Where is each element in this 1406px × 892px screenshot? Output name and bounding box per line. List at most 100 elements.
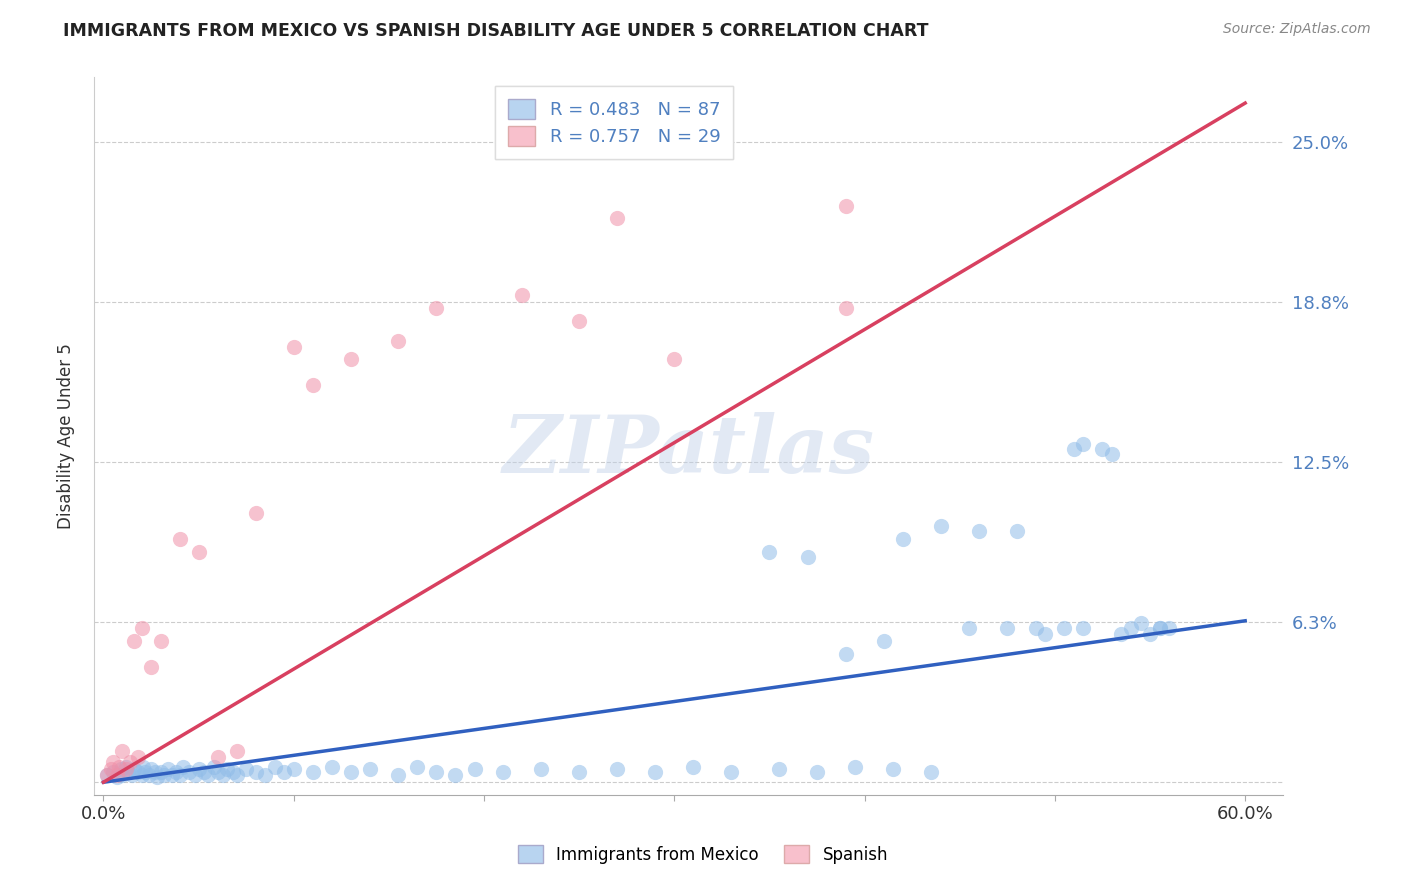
Point — [120, 755, 142, 769]
Point — [463, 763, 485, 777]
Point — [245, 506, 267, 520]
Point — [682, 760, 704, 774]
Point — [131, 767, 153, 781]
Point — [139, 660, 162, 674]
Point — [882, 763, 904, 777]
Point — [834, 647, 856, 661]
Point — [568, 314, 591, 328]
Point — [105, 770, 128, 784]
Point — [169, 532, 191, 546]
Point — [1063, 442, 1085, 456]
Point — [254, 767, 277, 781]
Point — [263, 760, 285, 774]
Point — [1053, 622, 1076, 636]
Point — [340, 352, 363, 367]
Point — [844, 760, 866, 774]
Point — [664, 352, 686, 367]
Point — [340, 764, 363, 779]
Point — [920, 764, 942, 779]
Point — [530, 763, 553, 777]
Point — [96, 767, 118, 781]
Point — [207, 764, 229, 779]
Point — [872, 634, 894, 648]
Point — [222, 764, 245, 779]
Point — [720, 764, 742, 779]
Point — [510, 288, 533, 302]
Point — [606, 763, 628, 777]
Point — [207, 749, 229, 764]
Point — [107, 760, 129, 774]
Point — [225, 767, 247, 781]
Point — [138, 767, 160, 781]
Text: Source: ZipAtlas.com: Source: ZipAtlas.com — [1223, 22, 1371, 37]
Point — [122, 763, 145, 777]
Point — [127, 749, 149, 764]
Point — [425, 764, 447, 779]
Point — [145, 770, 167, 784]
Point — [100, 763, 122, 777]
Point — [359, 763, 381, 777]
Point — [568, 764, 591, 779]
Point — [115, 763, 138, 777]
Point — [225, 744, 247, 758]
Point — [134, 764, 156, 779]
Point — [1005, 524, 1028, 538]
Point — [153, 767, 176, 781]
Point — [177, 764, 200, 779]
Point — [1073, 622, 1095, 636]
Point — [1091, 442, 1114, 456]
Point — [834, 198, 856, 212]
Point — [122, 634, 145, 648]
Point — [149, 764, 172, 779]
Y-axis label: Disability Age Under 5: Disability Age Under 5 — [58, 343, 75, 529]
Point — [301, 764, 323, 779]
Point — [321, 760, 343, 774]
Point — [96, 767, 118, 781]
Point — [644, 764, 666, 779]
Point — [806, 764, 828, 779]
Point — [202, 760, 225, 774]
Point — [301, 378, 323, 392]
Point — [110, 763, 132, 777]
Point — [169, 767, 191, 781]
Point — [1035, 626, 1057, 640]
Text: IMMIGRANTS FROM MEXICO VS SPANISH DISABILITY AGE UNDER 5 CORRELATION CHART: IMMIGRANTS FROM MEXICO VS SPANISH DISABI… — [63, 22, 929, 40]
Point — [967, 524, 990, 538]
Point — [1119, 622, 1142, 636]
Point — [101, 764, 124, 779]
Point — [957, 622, 980, 636]
Point — [132, 760, 155, 774]
Point — [444, 767, 467, 781]
Point — [127, 764, 149, 779]
Point — [117, 764, 139, 779]
Point — [492, 764, 515, 779]
Point — [212, 767, 235, 781]
Point — [387, 767, 409, 781]
Point — [115, 760, 138, 774]
Point — [929, 519, 952, 533]
Point — [165, 764, 187, 779]
Point — [111, 767, 134, 781]
Point — [1111, 626, 1133, 640]
Point — [796, 549, 818, 564]
Point — [131, 622, 153, 636]
Point — [425, 301, 447, 315]
Point — [1149, 622, 1171, 636]
Text: ZIPatlas: ZIPatlas — [502, 412, 875, 490]
Point — [187, 544, 209, 558]
Point — [758, 544, 780, 558]
Point — [160, 767, 183, 781]
Legend: Immigrants from Mexico, Spanish: Immigrants from Mexico, Spanish — [512, 838, 894, 871]
Point — [105, 767, 128, 781]
Legend: R = 0.483   N = 87, R = 0.757   N = 29: R = 0.483 N = 87, R = 0.757 N = 29 — [495, 87, 733, 159]
Point — [606, 211, 628, 226]
Point — [406, 760, 429, 774]
Point — [1149, 622, 1171, 636]
Point — [1139, 626, 1161, 640]
Point — [1129, 616, 1152, 631]
Point — [187, 763, 209, 777]
Point — [283, 763, 305, 777]
Point — [1101, 447, 1123, 461]
Point — [139, 763, 162, 777]
Point — [245, 764, 267, 779]
